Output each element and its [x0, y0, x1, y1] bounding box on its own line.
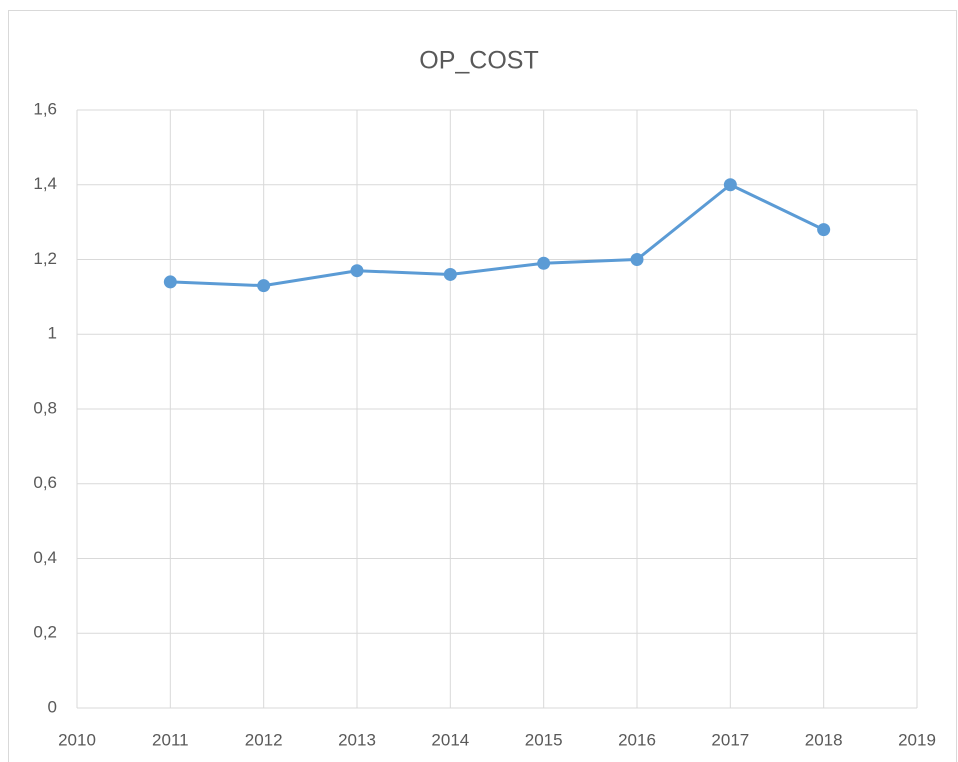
x-tick-label: 2011: [152, 730, 189, 749]
y-tick-label: 0,4: [33, 548, 57, 567]
y-tick-label: 0,2: [33, 623, 57, 642]
y-tick-label: 1,4: [33, 174, 57, 193]
x-tick-label: 2010: [58, 730, 96, 749]
y-tick-label: 1,2: [33, 249, 57, 268]
x-tick-label: 2013: [338, 730, 376, 749]
x-tick-label: 2016: [618, 730, 656, 749]
data-point: [537, 256, 551, 270]
data-point: [723, 178, 737, 192]
data-point: [350, 264, 364, 278]
y-tick-label: 1,6: [33, 99, 57, 118]
chart-title: OP_COST: [419, 47, 538, 75]
x-tick-label: 2017: [711, 730, 749, 749]
y-tick-label: 0: [48, 697, 57, 716]
data-point: [163, 275, 177, 289]
x-tick-label: 2018: [805, 730, 843, 749]
x-tick-label: 2014: [431, 730, 469, 749]
y-tick-label: 0,6: [33, 473, 57, 492]
x-tick-label: 2012: [245, 730, 283, 749]
data-point: [817, 223, 831, 237]
data-point: [257, 279, 271, 293]
y-tick-label: 0,8: [33, 398, 57, 417]
chart-frame: [8, 10, 957, 762]
data-line: [170, 183, 825, 288]
x-tick-label: 2015: [525, 730, 563, 749]
x-tick-label: 2019: [898, 730, 936, 749]
y-tick-label: 1: [48, 324, 57, 343]
data-point: [630, 253, 644, 266]
data-point: [443, 267, 457, 281]
